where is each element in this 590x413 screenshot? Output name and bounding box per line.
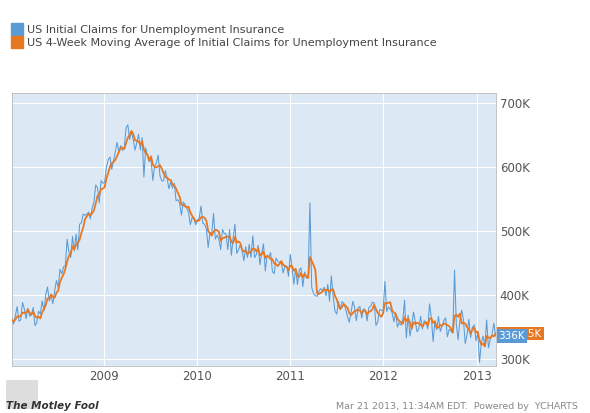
Text: Mar 21 2013, 11:34AM EDT.  Powered by  YCHARTS: Mar 21 2013, 11:34AM EDT. Powered by YCH… — [336, 402, 578, 411]
Legend: US Initial Claims for Unemployment Insurance, US 4-Week Moving Average of Initia: US Initial Claims for Unemployment Insur… — [12, 25, 437, 47]
Text: 336K: 336K — [499, 331, 525, 341]
Text: The Motley Fool: The Motley Fool — [6, 401, 99, 411]
Text: 339.75K: 339.75K — [499, 329, 542, 339]
